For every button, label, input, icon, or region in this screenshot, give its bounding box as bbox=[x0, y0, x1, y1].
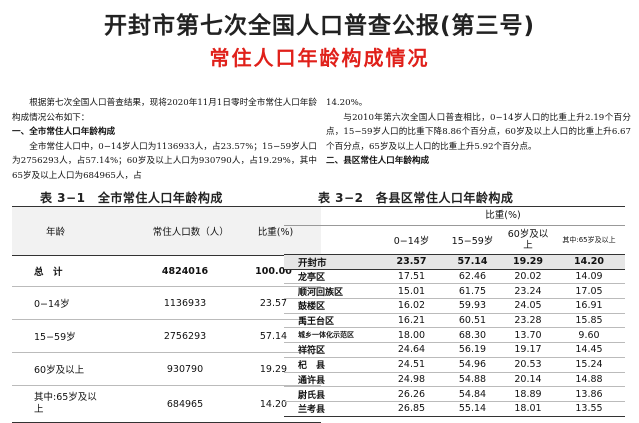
table1-header-row: 年龄 常住人口数（人） 比重(%) bbox=[12, 207, 321, 256]
table1-header-age: 年龄 bbox=[46, 227, 66, 238]
table-row: 禹王台区 16.21 60.51 23.28 15.85 bbox=[284, 314, 625, 329]
table-row: 尉氏县 26.26 54.84 18.89 13.86 bbox=[284, 387, 625, 402]
section-heading-1: 一、全市常住人口年龄构成 bbox=[12, 127, 116, 138]
comparison-paragraph: 与2010年第六次全国人口普查相比，0−14岁人口的比重上升2.19个百分点，1… bbox=[326, 112, 631, 152]
table-row: 城乡一体化示范区 18.00 68.30 13.70 9.60 bbox=[284, 328, 625, 344]
table-row: 0−14岁 1136933 23.57 bbox=[12, 287, 321, 320]
table-row: 开封市 23.57 57.14 19.29 14.20 bbox=[284, 255, 625, 270]
left-text-column: 根据第七次全国人口普查结果，现将2020年11月1日零时全市常住人口年龄构成情况… bbox=[12, 96, 317, 184]
table-row: 龙亭区 17.51 62.46 20.02 14.09 bbox=[284, 270, 625, 285]
intro-paragraph: 根据第七次全国人口普查结果，现将2020年11月1日零时全市常住人口年龄构成情况… bbox=[12, 98, 317, 123]
table-row: 祥符区 24.64 56.19 19.17 14.45 bbox=[284, 343, 625, 358]
table-row: 兰考县 26.85 55.14 18.01 13.55 bbox=[284, 402, 625, 417]
table-row: 顺河回族区 15.01 61.75 23.24 17.05 bbox=[284, 284, 625, 300]
table2-header-65plus: 其中:65岁及以上 bbox=[562, 236, 616, 244]
table2-group-header: 比重(%) bbox=[284, 207, 625, 226]
table-row: 其中:65岁及以上 684965 14.20 bbox=[12, 386, 321, 423]
table1-header-count: 常住人口数（人） bbox=[152, 227, 229, 238]
table2-header-60plus: 60岁及以上 bbox=[507, 229, 549, 251]
table1-header-share: 比重(%) bbox=[257, 227, 294, 238]
table-row: 杞 县 24.51 54.96 20.53 15.24 bbox=[284, 358, 625, 373]
city-age-paragraph: 全市常住人口中，0−14岁人口为1136933人，占23.57%；15−59岁人… bbox=[12, 141, 317, 181]
continued-text: 14.20%。 bbox=[326, 98, 368, 108]
page-title: 开封市第七次全国人口普查公报(第三号) bbox=[103, 13, 536, 39]
table-row: 鼓楼区 16.02 59.93 24.05 16.91 bbox=[284, 299, 625, 314]
city-age-table: 年龄 常住人口数（人） 比重(%) 总 计 4824016 100.00 0−1… bbox=[12, 206, 321, 423]
table2-header-row: 0−14岁 15−59岁 60岁及以上 其中:65岁及以上 bbox=[284, 226, 625, 255]
page-subtitle: 常住人口年龄构成情况 bbox=[209, 46, 430, 70]
section-heading-2: 二、县区常住人口年龄构成 bbox=[326, 156, 430, 167]
table-row: 60岁及以上 930790 19.29 bbox=[12, 353, 321, 386]
table2-header-0-14: 0−14岁 bbox=[393, 236, 430, 247]
right-text-column: 14.20%。 与2010年第六次全国人口普查相比，0−14岁人口的比重上升2.… bbox=[326, 96, 631, 169]
table-row: 15−59岁 2756293 57.14 bbox=[12, 320, 321, 353]
table2-header-15-59: 15−59岁 bbox=[451, 236, 494, 247]
table-row: 通许县 24.98 54.88 20.14 14.88 bbox=[284, 373, 625, 388]
table2-caption: 表 3−2 各县区常住人口年龄构成 bbox=[318, 191, 514, 205]
table-row: 总 计 4824016 100.00 bbox=[12, 256, 321, 287]
table1-caption: 表 3−1 全市常住人口年龄构成 bbox=[40, 191, 223, 205]
district-age-table: 比重(%) 0−14岁 15−59岁 60岁及以上 其中:65岁及以上 开封市 … bbox=[284, 206, 625, 417]
